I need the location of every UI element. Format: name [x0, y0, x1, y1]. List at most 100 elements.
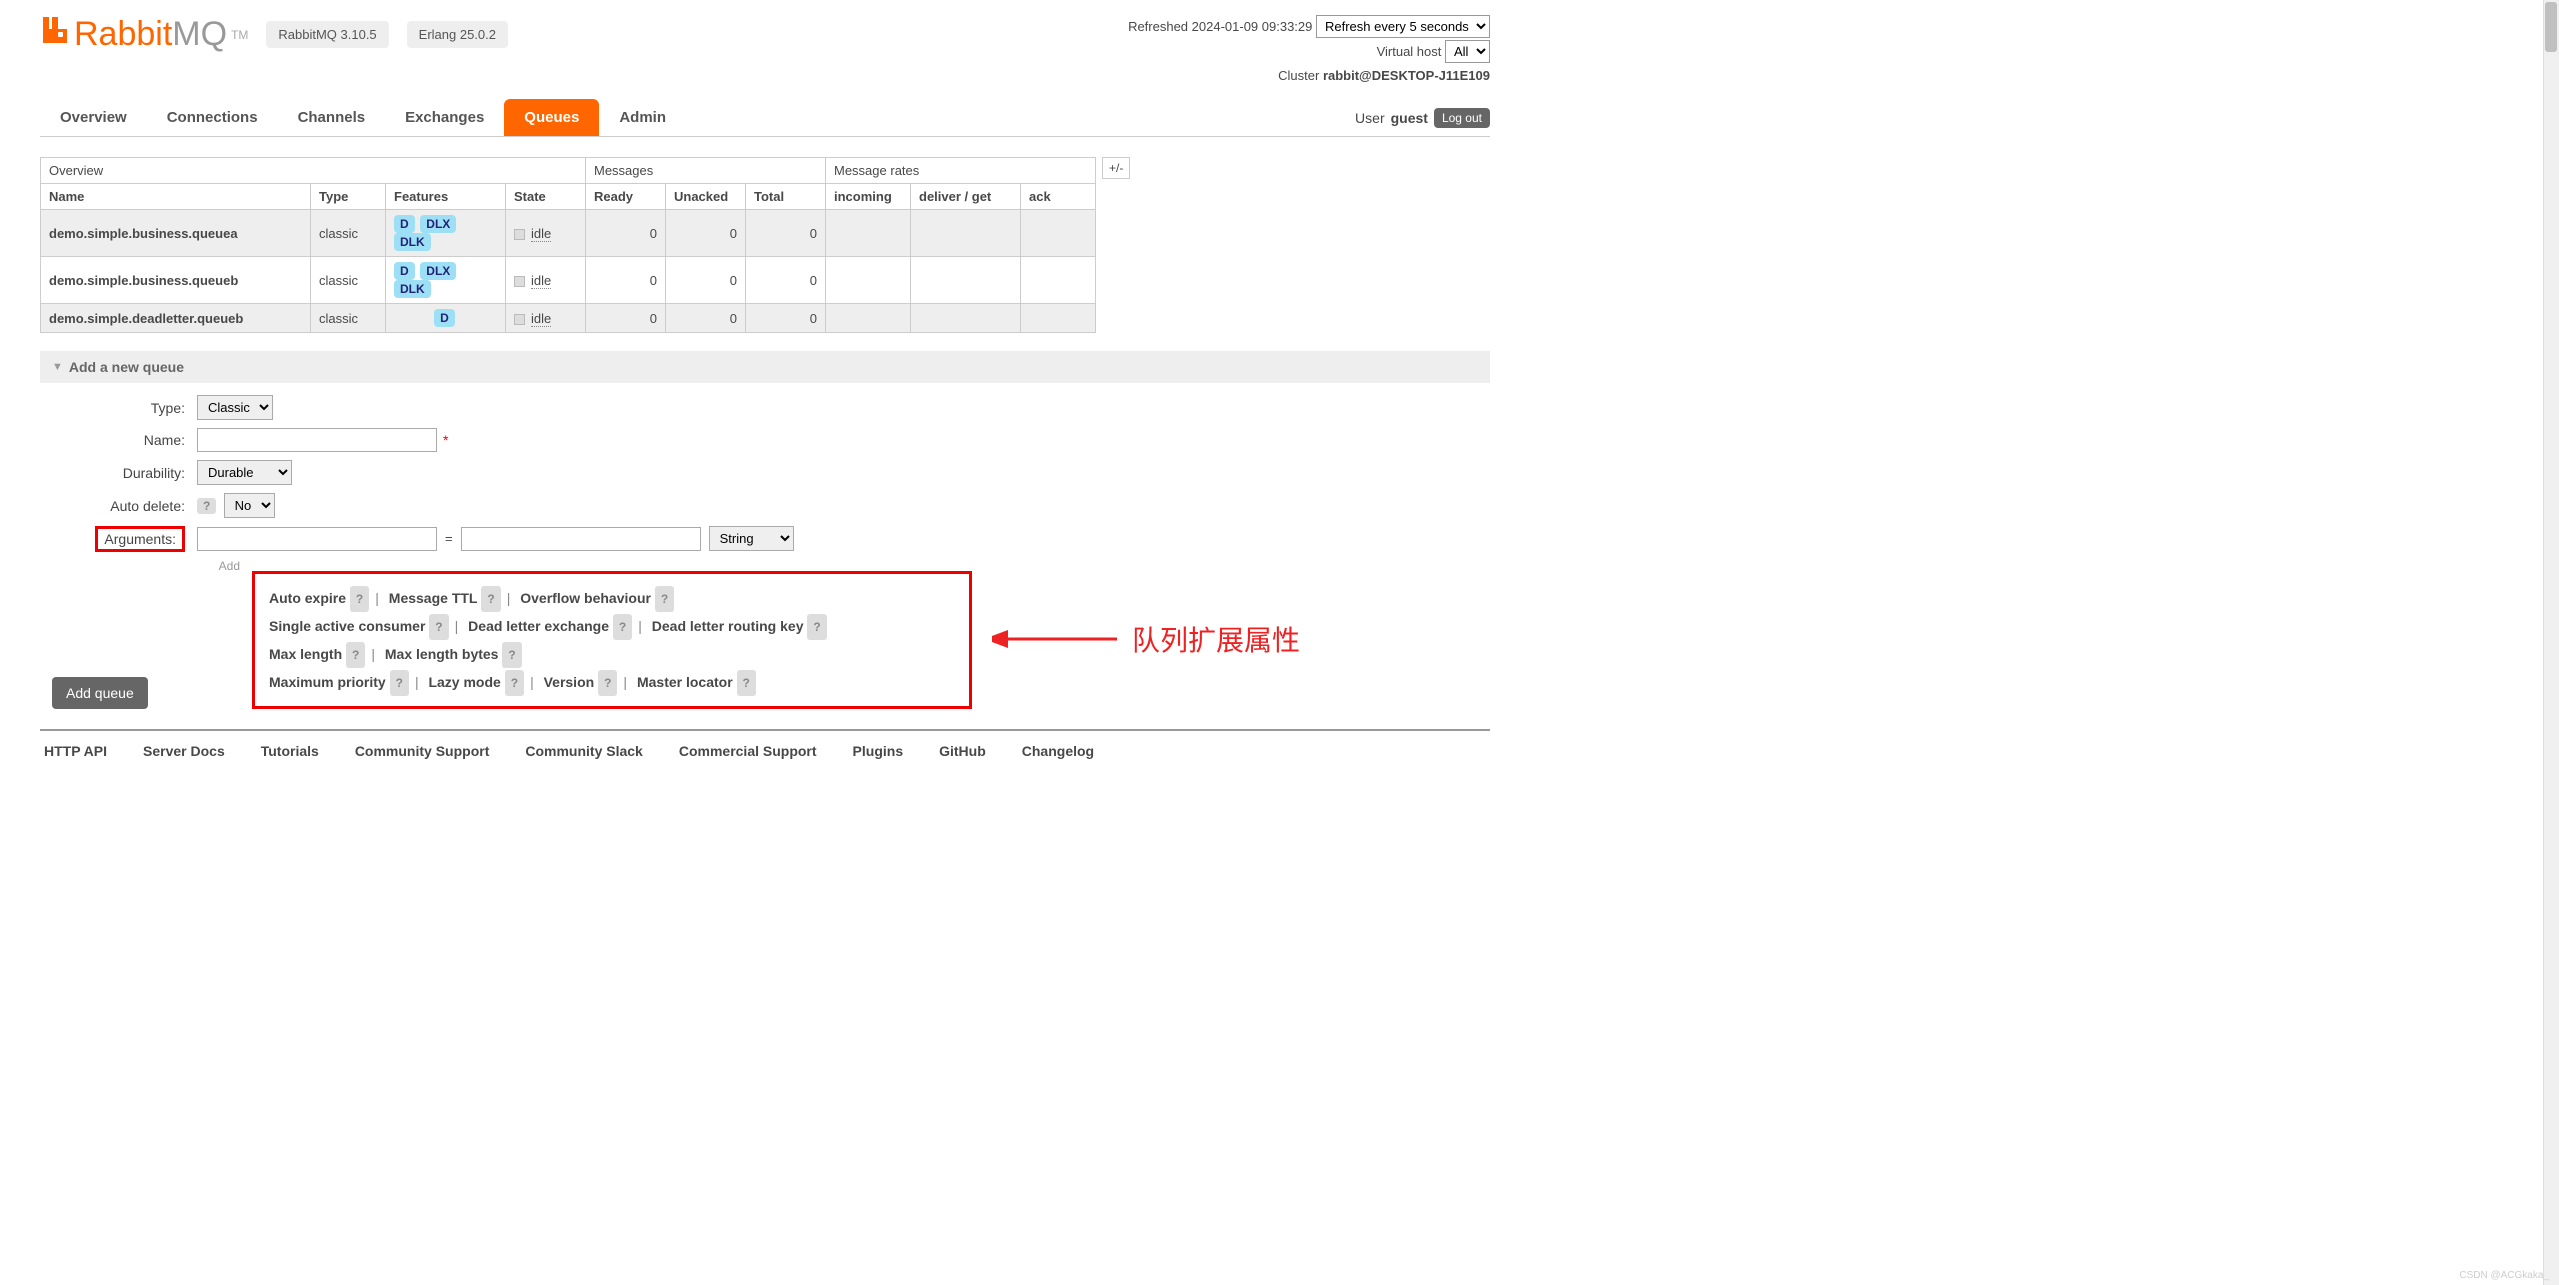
add-queue-section-header[interactable]: ▼ Add a new queue — [40, 351, 1490, 383]
tab-admin[interactable]: Admin — [599, 99, 686, 136]
add-queue-button[interactable]: Add queue — [52, 677, 148, 709]
scrollbar-thumb[interactable] — [2545, 2, 2557, 52]
table-row: demo.simple.deadletter.queuebclassic Didl… — [41, 304, 1096, 333]
queue-ack — [1021, 210, 1096, 257]
col-type[interactable]: Type — [311, 184, 386, 210]
help-icon[interactable]: ? — [390, 670, 409, 696]
queue-name-input[interactable] — [197, 428, 437, 452]
help-icon[interactable]: ? — [598, 670, 617, 696]
col-deliver[interactable]: deliver / get — [911, 184, 1021, 210]
footer-server-docs[interactable]: Server Docs — [143, 743, 225, 759]
help-icon[interactable]: ? — [429, 614, 448, 640]
queue-total: 0 — [746, 210, 826, 257]
user-label: User — [1355, 110, 1385, 126]
durability-select[interactable]: Durable — [197, 460, 292, 485]
auto-delete-help-icon[interactable]: ? — [197, 498, 216, 514]
argument-value-input[interactable] — [461, 527, 701, 551]
queue-incoming — [826, 304, 911, 333]
arrow-icon — [992, 624, 1122, 654]
queue-unacked: 0 — [666, 304, 746, 333]
footer-http-api[interactable]: HTTP API — [44, 743, 107, 759]
queue-type-select[interactable]: Classic — [197, 395, 273, 420]
help-icon[interactable]: ? — [613, 614, 632, 640]
tab-channels[interactable]: Channels — [278, 99, 386, 136]
user-value: guest — [1391, 110, 1428, 126]
columns-toggle-button[interactable]: +/- — [1102, 157, 1130, 179]
footer-links: HTTP API Server Docs Tutorials Community… — [40, 729, 1490, 759]
vhost-label: Virtual host — [1377, 44, 1442, 59]
argument-key-input[interactable] — [197, 527, 437, 551]
durability-label: Durability: — [52, 465, 197, 481]
col-state[interactable]: State — [506, 184, 586, 210]
tab-queues[interactable]: Queues — [504, 99, 599, 136]
opt-dlrk[interactable]: Dead letter routing key — [652, 618, 804, 634]
opt-max-length-bytes[interactable]: Max length bytes — [385, 646, 499, 662]
queue-incoming — [826, 257, 911, 304]
queue-state: idle — [506, 304, 586, 333]
footer-community-slack[interactable]: Community Slack — [525, 743, 642, 759]
help-icon[interactable]: ? — [481, 586, 500, 612]
feature-badge: D — [434, 309, 455, 327]
queue-deliver — [911, 304, 1021, 333]
opt-lazy-mode[interactable]: Lazy mode — [428, 674, 500, 690]
tab-connections[interactable]: Connections — [147, 99, 278, 136]
footer-plugins[interactable]: Plugins — [853, 743, 904, 759]
footer-changelog[interactable]: Changelog — [1022, 743, 1094, 759]
col-total[interactable]: Total — [746, 184, 826, 210]
col-group-rates: Message rates — [826, 158, 1096, 184]
help-icon[interactable]: ? — [737, 670, 756, 696]
queue-ready: 0 — [586, 257, 666, 304]
footer-github[interactable]: GitHub — [939, 743, 986, 759]
opt-dlx[interactable]: Dead letter exchange — [468, 618, 609, 634]
col-incoming[interactable]: incoming — [826, 184, 911, 210]
col-features[interactable]: Features — [386, 184, 506, 210]
col-ready[interactable]: Ready — [586, 184, 666, 210]
watermark: CSDN @ACGkaka_ — [2459, 1270, 2549, 1281]
footer-community-support[interactable]: Community Support — [355, 743, 490, 759]
queue-name-link[interactable]: demo.simple.deadletter.queueb — [41, 304, 311, 333]
opt-max-length[interactable]: Max length — [269, 646, 342, 662]
queue-name-link[interactable]: demo.simple.business.queueb — [41, 257, 311, 304]
queue-total: 0 — [746, 257, 826, 304]
opt-message-ttl[interactable]: Message TTL — [389, 590, 478, 606]
rabbit-icon — [40, 15, 70, 54]
help-icon[interactable]: ? — [505, 670, 524, 696]
footer-commercial-support[interactable]: Commercial Support — [679, 743, 817, 759]
tab-overview[interactable]: Overview — [40, 99, 147, 136]
required-marker: * — [443, 432, 448, 448]
refreshed-timestamp: Refreshed 2024-01-09 09:33:29 — [1128, 19, 1312, 34]
help-icon[interactable]: ? — [655, 586, 674, 612]
scrollbar[interactable] — [2543, 0, 2559, 1285]
help-icon[interactable]: ? — [350, 586, 369, 612]
queue-name-link[interactable]: demo.simple.business.queuea — [41, 210, 311, 257]
opt-single-active[interactable]: Single active consumer — [269, 618, 425, 634]
vhost-select[interactable]: All — [1445, 40, 1490, 63]
opt-overflow[interactable]: Overflow behaviour — [520, 590, 651, 606]
cluster-value: rabbit@DESKTOP-J11E109 — [1323, 68, 1490, 83]
help-icon[interactable]: ? — [807, 614, 826, 640]
feature-badge: DLX — [420, 215, 456, 233]
col-name[interactable]: Name — [41, 184, 311, 210]
opt-max-priority[interactable]: Maximum priority — [269, 674, 386, 690]
col-ack[interactable]: ack — [1021, 184, 1096, 210]
rabbitmq-version-badge: RabbitMQ 3.10.5 — [266, 21, 388, 48]
queue-incoming — [826, 210, 911, 257]
help-icon[interactable]: ? — [346, 642, 365, 668]
footer-tutorials[interactable]: Tutorials — [261, 743, 319, 759]
logout-button[interactable]: Log out — [1434, 108, 1490, 128]
arguments-label-highlight: Arguments: — [95, 526, 185, 552]
auto-delete-select[interactable]: No — [224, 493, 275, 518]
feature-badge: D — [394, 262, 415, 280]
argument-type-select[interactable]: String — [709, 526, 794, 551]
opt-auto-expire[interactable]: Auto expire — [269, 590, 346, 606]
queue-type: classic — [311, 304, 386, 333]
add-hint-label: Add — [52, 559, 240, 573]
opt-master-locator[interactable]: Master locator — [637, 674, 733, 690]
refresh-interval-select[interactable]: Refresh every 5 seconds — [1316, 15, 1490, 38]
col-unacked[interactable]: Unacked — [666, 184, 746, 210]
tab-exchanges[interactable]: Exchanges — [385, 99, 504, 136]
help-icon[interactable]: ? — [502, 642, 521, 668]
opt-version[interactable]: Version — [544, 674, 595, 690]
feature-badge: DLK — [394, 233, 431, 251]
feature-badge: DLK — [394, 280, 431, 298]
